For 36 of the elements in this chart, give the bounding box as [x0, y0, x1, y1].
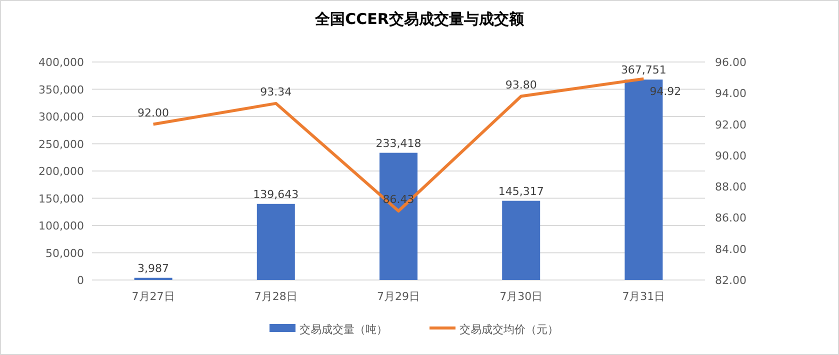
y2-tick-label: 90.00 — [715, 149, 746, 162]
data-label: 367,751 — [620, 64, 666, 77]
data-label: 139,643 — [253, 188, 299, 201]
data-label: 145,317 — [498, 184, 544, 198]
y2-tick-label: 96.00 — [715, 56, 746, 69]
bar — [256, 204, 295, 280]
y-tick-label: 300,000 — [38, 110, 84, 124]
y2-tick-label: 88.00 — [715, 180, 746, 194]
y-tick-label: 100,000 — [38, 220, 84, 232]
y-tick-label: 0 — [77, 274, 84, 287]
data-label: 233,418 — [376, 136, 422, 150]
x-tick-label: 7月28日 — [254, 290, 298, 303]
y2-tick-label: 84.00 — [715, 242, 746, 256]
y-tick-label: 150,000 — [38, 192, 84, 206]
legend-label: 交易成交均价（元） — [460, 323, 558, 336]
data-label: 93.80 — [505, 78, 537, 92]
x-tick-label: 7月29日 — [377, 290, 420, 303]
y-tick-label: 50,000 — [46, 246, 84, 260]
x-tick-label: 7月27日 — [132, 290, 175, 303]
y2-tick-label: 86.00 — [715, 212, 746, 225]
y-tick-label: 200,000 — [38, 165, 84, 178]
data-label: 93.34 — [260, 85, 292, 98]
chart-title: 全国CCER交易成交量与成交额 — [314, 10, 525, 28]
bar — [502, 200, 540, 280]
y-tick-label: 250,000 — [38, 138, 84, 151]
y2-tick-label: 94.00 — [715, 87, 746, 100]
legend-label: 交易成交量（吨） — [300, 323, 388, 336]
y2-tick-label: 92.00 — [715, 118, 746, 132]
bar — [380, 152, 418, 280]
data-label: 3,987 — [138, 262, 170, 275]
y2-tick-label: 82.00 — [715, 274, 746, 287]
y-tick-label: 350,000 — [38, 83, 84, 96]
x-tick-label: 7月31日 — [622, 290, 666, 303]
x-tick-label: 7月30日 — [500, 290, 543, 303]
y-tick-label: 400,000 — [38, 56, 84, 69]
data-label: 92.00 — [138, 106, 170, 120]
